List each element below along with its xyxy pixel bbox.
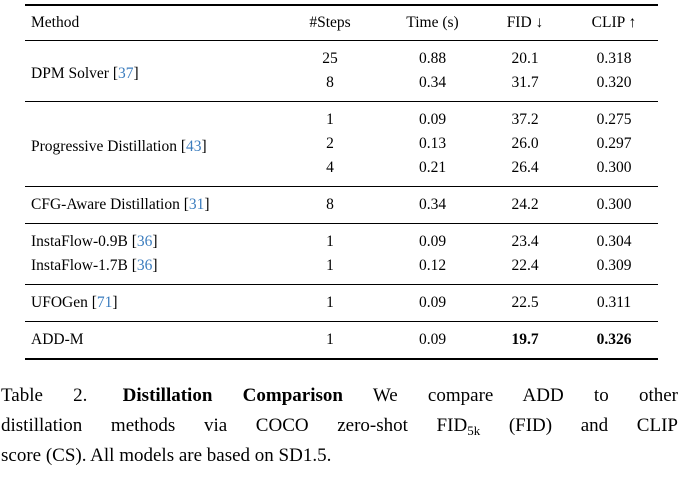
cell-clip: 0.320 bbox=[596, 73, 632, 91]
cell-fid: 19.7 bbox=[511, 330, 539, 348]
cell-fid: 24.2 bbox=[511, 195, 539, 213]
citation-link[interactable]: 31 bbox=[188, 195, 205, 213]
cell-steps: 4 bbox=[326, 158, 334, 176]
fid-subscript: 5k bbox=[467, 422, 481, 438]
cell-fid: 37.2 bbox=[511, 110, 539, 128]
table-group: UFOGen [71] 1 0.09 22.5 0.311 bbox=[25, 284, 658, 321]
method-cell: InstaFlow-1.7B [36] bbox=[31, 256, 158, 274]
cell-clip: 0.300 bbox=[596, 158, 632, 176]
table-header: Method #Steps Time (s) FID ↓ CLIP ↑ bbox=[25, 5, 658, 40]
caption-line-1: Table 2. Distillation Comparison We comp… bbox=[1, 381, 678, 411]
table-caption: Table 2. Distillation Comparison We comp… bbox=[0, 381, 680, 471]
cell-time: 0.09 bbox=[418, 293, 447, 311]
table-row: 8 0.34 31.7 0.320 bbox=[25, 71, 658, 102]
cell-time: 0.12 bbox=[418, 256, 447, 274]
cell-clip: 0.304 bbox=[596, 232, 632, 250]
cell-time: 0.34 bbox=[418, 73, 447, 91]
caption-text-3: (FID) and CLIP bbox=[508, 414, 678, 436]
column-header-clip: CLIP ↑ bbox=[591, 13, 637, 31]
cell-steps: 1 bbox=[326, 110, 334, 128]
table-row: ADD-M 1 0.09 19.7 0.326 bbox=[25, 321, 658, 359]
cell-clip: 0.309 bbox=[596, 256, 632, 274]
cell-time: 0.09 bbox=[418, 232, 447, 250]
cell-fid: 22.5 bbox=[511, 293, 539, 311]
table-row: Progressive Distillation [43] 1 0.09 37.2 0.… bbox=[25, 101, 658, 155]
cell-clip: 0.318 bbox=[596, 49, 632, 67]
table-group: Progressive Distillation [43] 1 0.09 37.2 0.… bbox=[25, 101, 658, 186]
citation-link[interactable]: 43 bbox=[186, 137, 202, 155]
cell-fid: 22.4 bbox=[511, 256, 539, 274]
citation-link[interactable]: 36 bbox=[136, 256, 153, 274]
caption-text-4: score (CS). All models are based on SD1.… bbox=[1, 444, 332, 466]
cell-time: 0.21 bbox=[418, 158, 447, 176]
cell-fid: 26.4 bbox=[511, 158, 539, 176]
cell-fid: 31.7 bbox=[511, 73, 539, 91]
column-header-steps: #Steps bbox=[309, 13, 351, 31]
table-group: InstaFlow-0.9B [36] 1 0.09 23.4 0.304 InstaFl… bbox=[25, 223, 658, 284]
citation-link[interactable]: 71 bbox=[96, 293, 113, 311]
cell-fid: 26.0 bbox=[511, 134, 539, 152]
table-group: ADD-M 1 0.09 19.7 0.326 bbox=[25, 321, 658, 359]
cell-clip: 0.297 bbox=[596, 134, 632, 152]
cell-steps: 1 bbox=[326, 330, 334, 348]
cell-clip: 0.275 bbox=[596, 110, 632, 128]
caption-text-1: We compare ADD to other bbox=[372, 384, 678, 406]
cell-clip: 0.326 bbox=[596, 330, 632, 348]
caption-title: Distillation Comparison bbox=[122, 384, 343, 406]
header-row: Method #Steps Time (s) FID ↓ CLIP ↑ bbox=[25, 5, 658, 40]
table-row: InstaFlow-1.7B [36] 1 0.12 22.4 0.309 bbox=[25, 254, 658, 285]
cell-time: 0.09 bbox=[418, 110, 447, 128]
table-row: InstaFlow-0.9B [36] 1 0.09 23.4 0.304 bbox=[25, 223, 658, 254]
cell-steps: 8 bbox=[326, 73, 334, 91]
method-cell: InstaFlow-0.9B [36] bbox=[31, 232, 158, 250]
method-cell: DPM Solver [37] bbox=[31, 64, 139, 82]
cell-steps: 1 bbox=[326, 256, 334, 274]
cell-steps: 8 bbox=[326, 195, 334, 213]
caption-text-2: distillation methods via COCO zero-shot … bbox=[1, 414, 468, 436]
table-row: DPM Solver [37] 25 0.88 20.1 0.318 bbox=[25, 40, 658, 82]
column-header-time: Time (s) bbox=[406, 13, 459, 31]
cell-steps: 1 bbox=[326, 293, 334, 311]
cell-time: 0.13 bbox=[418, 134, 447, 152]
cell-clip: 0.311 bbox=[596, 293, 632, 311]
cell-steps: 25 bbox=[322, 49, 338, 67]
table-group: DPM Solver [37] 25 0.88 20.1 0.318 8 0.34 31.7 0… bbox=[25, 40, 658, 101]
caption-line-3: score (CS). All models are based on SD1.… bbox=[1, 441, 678, 471]
cell-time: 0.88 bbox=[418, 49, 447, 67]
citation-link[interactable]: 36 bbox=[136, 232, 153, 250]
caption-label: Table 2. bbox=[1, 384, 88, 406]
method-cell: UFOGen [71] bbox=[31, 293, 118, 311]
table-group: CFG-Aware Distillation [31] 8 0.34 24.2 0.30… bbox=[25, 186, 658, 223]
method-cell: ADD-M bbox=[31, 330, 84, 348]
cell-fid: 23.4 bbox=[511, 232, 539, 250]
results-table: Method #Steps Time (s) FID ↓ CLIP ↑ DPM … bbox=[25, 4, 658, 360]
cell-steps: 2 bbox=[326, 134, 334, 152]
column-header-method: Method bbox=[31, 13, 80, 31]
cell-steps: 1 bbox=[326, 232, 334, 250]
method-cell: CFG-Aware Distillation [31] bbox=[31, 195, 210, 213]
cell-fid: 20.1 bbox=[511, 49, 539, 67]
table-row: CFG-Aware Distillation [31] 8 0.34 24.2 0.30… bbox=[25, 186, 658, 223]
method-cell: Progressive Distillation [43] bbox=[31, 137, 207, 155]
citation-link[interactable]: 37 bbox=[118, 64, 134, 82]
table-row: UFOGen [71] 1 0.09 22.5 0.311 bbox=[25, 284, 658, 321]
table-row: 2 0.13 26.0 0.297 bbox=[25, 132, 658, 156]
cell-time: 0.34 bbox=[418, 195, 447, 213]
table-row: 4 0.21 26.4 0.300 bbox=[25, 156, 658, 187]
cell-clip: 0.300 bbox=[596, 195, 632, 213]
cell-time: 0.09 bbox=[418, 330, 447, 348]
caption-line-2: distillation methods via COCO zero-shot … bbox=[1, 411, 678, 441]
column-header-fid: FID ↓ bbox=[506, 13, 544, 31]
